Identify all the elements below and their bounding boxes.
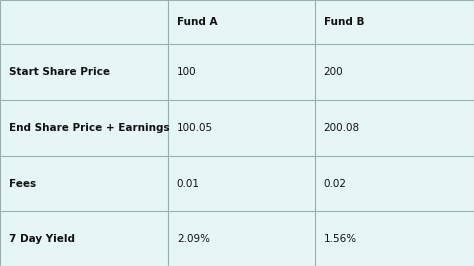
Text: 1.56%: 1.56% (324, 234, 357, 244)
Text: End Share Price + Earnings: End Share Price + Earnings (9, 123, 169, 133)
Text: 2.09%: 2.09% (177, 234, 210, 244)
Text: 200.08: 200.08 (324, 123, 360, 133)
Text: Fees: Fees (9, 178, 36, 189)
Text: 100: 100 (177, 67, 196, 77)
Text: Fund B: Fund B (324, 17, 364, 27)
Text: Fund A: Fund A (177, 17, 217, 27)
Text: 0.02: 0.02 (324, 178, 347, 189)
Text: 0.01: 0.01 (177, 178, 200, 189)
Text: 200: 200 (324, 67, 343, 77)
Text: Start Share Price: Start Share Price (9, 67, 109, 77)
Text: 100.05: 100.05 (177, 123, 213, 133)
Text: 7 Day Yield: 7 Day Yield (9, 234, 74, 244)
